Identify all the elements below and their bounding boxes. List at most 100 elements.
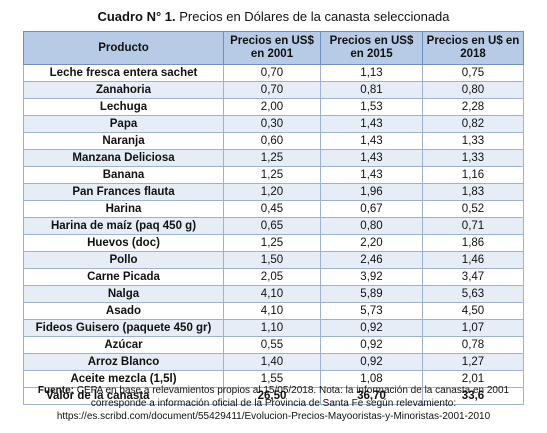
table-row: Manzana Deliciosa 1,25 1,43 1,33 [23,149,524,167]
table-row: Leche fresca entera sachet 0,70 1,13 0,75 [23,64,524,82]
price-cell: 0,60 [223,132,321,150]
product-name-cell: Pollo [23,251,224,269]
product-name-cell: Banana [23,166,224,184]
price-cell: 5,73 [320,302,423,320]
price-cell: 0,70 [223,64,321,82]
product-name-cell: Leche fresca entera sachet [23,64,224,82]
price-cell: 0,92 [320,319,423,337]
header-row: Producto Precios en US$ en 2001 Precios en… [23,31,524,65]
price-cell: 5,89 [320,285,423,303]
source-line-1: Fuente: CEPA en base a relevamientos pro… [10,384,537,397]
price-cell: 4,10 [223,285,321,303]
header-price-3: Precios en U$ en 2018 [422,31,524,65]
table-body: Leche fresca entera sachet 0,70 1,13 0,75 Za… [23,64,524,405]
product-name-cell: Manzana Deliciosa [23,149,224,167]
price-cell: 0,92 [320,353,423,371]
price-cell: 0,65 [223,217,321,235]
header-price-1: Precios en US$ en 2001 [223,31,321,65]
table-row: Carne Picada 2,05 3,92 3,47 [23,268,524,286]
product-name-cell: Carne Picada [23,268,224,286]
price-cell: 0,55 [223,336,321,354]
total-label: Valor de la canasta [23,387,224,405]
price-cell: 2,00 [223,98,321,116]
price-cell: 1,13 [320,64,423,82]
price-cell: 1,43 [320,115,423,133]
product-name-cell: Asado [23,302,224,320]
table-row: Zanahoria 0,70 0,81 0,80 [23,81,524,99]
price-cell: 2,20 [320,234,423,252]
price-cell: 1,86 [422,234,524,252]
price-cell: 1,43 [320,166,423,184]
source-note: Fuente: CEPA en base a relevamientos pro… [10,384,537,423]
price-cell: 0,71 [422,217,524,235]
price-cell: 1,40 [223,353,321,371]
price-cell: 0,75 [422,64,524,82]
price-cell: 0,81 [320,81,423,99]
price-cell: 1,07 [422,319,524,337]
total-value: 33,6 [422,387,524,405]
price-cell: 1,33 [422,132,524,150]
product-name-cell: Harina de maíz (paq 450 g) [23,217,224,235]
price-cell: 0,30 [223,115,321,133]
product-name-cell: Arroz Blanco [23,353,224,371]
price-cell: 1,43 [320,132,423,150]
price-cell: 0,82 [422,115,524,133]
total-row: Valor de la canasta 26,50 36,70 33,6 [23,387,524,405]
table-row: Papa 0,30 1,43 0,82 [23,115,524,133]
price-cell: 1,50 [223,251,321,269]
source-label: Fuente: [37,385,74,396]
price-cell: 0,52 [422,200,524,218]
price-cell: 1,16 [422,166,524,184]
prices-table: Producto Precios en US$ en 2001 Precios en… [23,31,524,405]
table-caption: Cuadro N° 1. Precios en Dólares de la ca… [0,9,547,24]
product-name-cell: Pan Frances flauta [23,183,224,201]
product-name-cell: Papa [23,115,224,133]
price-cell: 1,25 [223,166,321,184]
price-cell: 1,46 [422,251,524,269]
price-cell: 1,43 [320,149,423,167]
product-name-cell: Harina [23,200,224,218]
price-cell: 1,25 [223,234,321,252]
price-cell: 2,28 [422,98,524,116]
table-row: Fideos Guisero (paquete 450 gr) 1,10 0,92 1… [23,319,524,337]
table-row: Harina 0,45 0,67 0,52 [23,200,524,218]
header-producto: Producto [23,31,224,65]
table-row: Arroz Blanco 1,40 0,92 1,27 [23,353,524,371]
source-url: https://es.scribd.com/document/55429411/… [56,411,491,422]
table-row: Lechuga 2,00 1,53 2,28 [23,98,524,116]
price-cell: 0,78 [422,336,524,354]
table-row: Huevos (doc) 1,25 2,20 1,86 [23,234,524,252]
price-cell: 4,10 [223,302,321,320]
product-name-cell: Azúcar [23,336,224,354]
price-cell: 0,80 [320,217,423,235]
product-name-cell: Lechuga [23,98,224,116]
header-price-2: Precios en US$ en 2015 [320,31,423,65]
price-cell: 1,83 [422,183,524,201]
price-cell: 3,47 [422,268,524,286]
price-cell: 0,45 [223,200,321,218]
total-value: 36,70 [320,387,423,405]
table-row: Pan Frances flauta 1,20 1,96 1,83 [23,183,524,201]
table-row: Naranja 0,60 1,43 1,33 [23,132,524,150]
price-cell: 1,33 [422,149,524,167]
product-name-cell: Nalga [23,285,224,303]
total-value: 26,50 [223,387,321,405]
product-name-cell: Zanahoria [23,81,224,99]
price-cell: 0,67 [320,200,423,218]
source-text-1: CEPA en base a relevamientos propios al … [76,385,510,396]
table-row: Banana 1,25 1,43 1,16 [23,166,524,184]
price-cell: 0,92 [320,336,423,354]
table-row: Nalga 4,10 5,89 5,63 [23,285,524,303]
price-cell: 1,10 [223,319,321,337]
table-row: Harina de maíz (paq 450 g) 0,65 0,80 0,71 [23,217,524,235]
price-cell: 1,27 [422,353,524,371]
price-cell: 2,46 [320,251,423,269]
source-line-2: corresponde a información oficial de la … [90,398,457,409]
product-name-cell: Naranja [23,132,224,150]
price-cell: 5,63 [422,285,524,303]
price-cell: 0,80 [422,81,524,99]
price-cell: 4,50 [422,302,524,320]
price-cell: 1,20 [223,183,321,201]
caption-text: Precios en Dólares de la canasta selecci… [179,9,450,24]
price-cell: 1,96 [320,183,423,201]
